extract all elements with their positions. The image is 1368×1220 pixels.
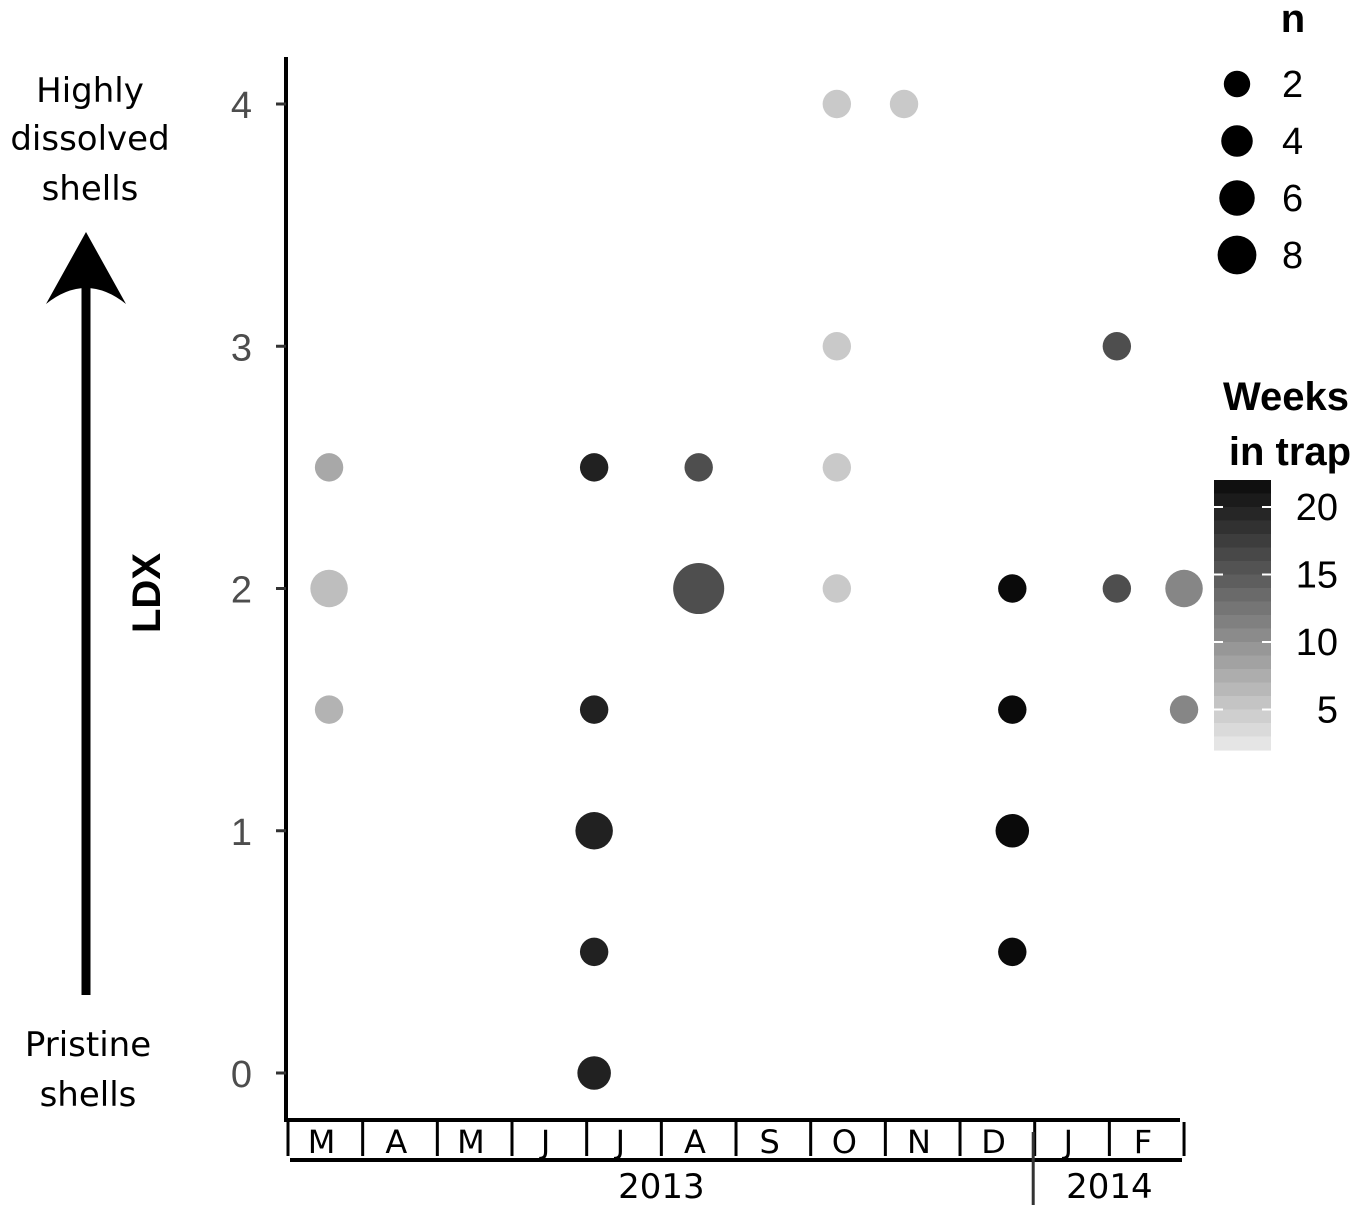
size-legend: n 2 4 6 8 [1217,0,1305,277]
month-label: M [308,1123,336,1161]
dissolution-arrow [46,232,126,995]
colorbar-segment [1214,574,1271,589]
data-point [579,453,609,482]
colorbar-segment [1214,480,1271,495]
size-legend-title: n [1281,0,1305,41]
data-point [822,453,852,482]
colorbar-segment [1214,615,1271,630]
y-tick-label: 4 [231,85,252,127]
y-tick-label: 1 [231,812,252,854]
data-point [822,332,852,361]
size-legend-label: 4 [1282,121,1303,163]
size-legend-label: 8 [1282,235,1303,277]
month-label: N [907,1123,931,1161]
colorbar-segment [1214,709,1271,724]
color-legend-title-line-1: Weeks [1223,375,1349,419]
data-point [579,695,609,724]
annotation-top-line-3: shells [42,169,139,209]
data-point [577,1056,611,1090]
data-point [998,937,1027,967]
year-label: 2013 [618,1167,705,1207]
colorbar-segment [1214,669,1271,684]
colorbar-segment [1214,723,1271,738]
annotation-top-line-1: Highly [36,71,144,111]
data-point [684,453,713,482]
colorbar-segment [1214,655,1271,670]
month-label: J [614,1123,625,1161]
y-axis-label: LDX [125,553,169,633]
month-label: J [539,1123,550,1161]
colorbar-label: 10 [1296,622,1338,664]
colorbar-segment [1214,588,1271,603]
colorbar-segment [1214,534,1271,549]
data-point [1165,569,1203,608]
data-point [314,695,344,724]
colorbar-segment [1214,682,1271,697]
data-point [314,453,344,482]
size-legend-key [1221,125,1253,157]
colorbar-label: 20 [1296,487,1338,529]
annotation-bottom-line-2: shells [40,1075,137,1115]
colorbar-segment [1214,736,1271,751]
y-tick-label: 3 [231,327,252,369]
data-point [1169,695,1199,724]
colorbar-segment [1214,561,1271,576]
y-ticks: 0 1 2 3 4 [231,85,286,1096]
data-point [995,813,1030,848]
data-point [1102,574,1132,603]
data-point [579,937,609,967]
data-point [822,89,852,119]
data-point [889,89,919,119]
month-label: A [684,1123,706,1161]
x-year-labels: 2013 2014 [290,1132,1182,1207]
colorbar-segment [1214,628,1271,643]
colorbar-segment [1214,642,1271,657]
colorbar-segment [1214,547,1271,562]
size-legend-label: 6 [1282,178,1303,220]
y-tick-label: 0 [231,1054,252,1096]
annotation-top-line-2: dissolved [10,119,169,159]
colorbar-segment [1214,507,1271,522]
data-point [998,574,1027,603]
annotation-bottom-line-1: Pristine [25,1025,151,1065]
data-point [1102,332,1132,361]
size-legend-key [1223,70,1251,98]
size-legend-label: 2 [1282,64,1303,106]
year-label: 2014 [1066,1167,1153,1207]
month-label: F [1134,1123,1152,1161]
month-label: S [759,1123,779,1161]
data-point [822,574,852,603]
color-legend: Weeks in trap 5 10 15 20 [1214,375,1351,751]
month-label: M [457,1123,485,1161]
data-point [310,569,348,608]
size-legend-key [1219,180,1255,216]
colorbar-label: 15 [1296,555,1338,597]
colorbar-segment [1214,696,1271,711]
color-legend-title-line-2: in trap [1229,430,1351,474]
month-label: D [981,1123,1006,1161]
data-point [673,562,725,615]
data-point [998,695,1027,724]
colorbar-segment [1214,601,1271,616]
month-label: O [832,1123,857,1161]
data-point [575,812,613,850]
data-points [310,89,1203,1090]
size-legend-key [1217,235,1257,275]
month-label: A [385,1123,407,1161]
colorbar-label: 5 [1317,690,1338,732]
colorbar-segment [1214,493,1271,508]
y-tick-label: 2 [231,570,252,612]
colorbar-segment [1214,520,1271,535]
month-label: J [1062,1123,1073,1161]
